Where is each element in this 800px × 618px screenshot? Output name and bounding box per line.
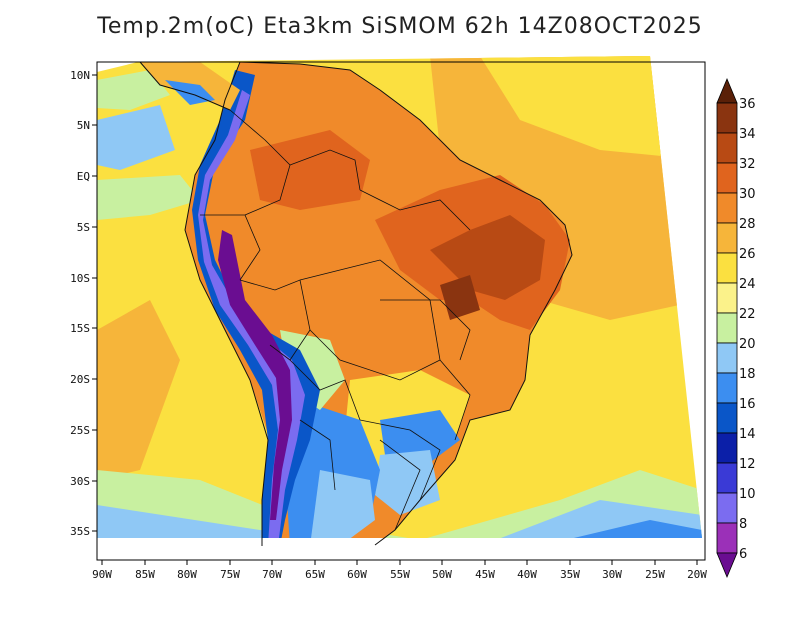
lon-label: 45W bbox=[475, 568, 495, 581]
colorbar-bin bbox=[716, 222, 738, 254]
lon-label: 55W bbox=[390, 568, 410, 581]
lat-label: 30S bbox=[70, 475, 90, 488]
lat-label: 15S bbox=[70, 322, 90, 335]
lon-label: 70W bbox=[262, 568, 282, 581]
colorbar-label: 14 bbox=[739, 427, 756, 442]
lat-label: 10S bbox=[70, 272, 90, 285]
colorbar-label: 16 bbox=[739, 397, 756, 412]
colorbar-label: 18 bbox=[739, 367, 756, 382]
lat-label: 5S bbox=[77, 221, 90, 234]
colorbar-bin bbox=[716, 342, 738, 374]
colorbar-label: 28 bbox=[739, 217, 756, 232]
lon-label: 40W bbox=[517, 568, 537, 581]
colorbar-label: 36 bbox=[739, 97, 756, 112]
colorbar-bin bbox=[716, 432, 738, 464]
coastline-outlines bbox=[139, 61, 573, 546]
colorbar-bin bbox=[716, 402, 738, 434]
lon-label: 85W bbox=[135, 568, 155, 581]
colorbar-bin bbox=[716, 462, 738, 494]
colorbar-bin bbox=[716, 162, 738, 194]
lon-label: 75W bbox=[220, 568, 240, 581]
colorbar-label: 8 bbox=[739, 517, 747, 532]
longitude-axis: 90W 85W 80W 75W 70W 65W 60W 55W 50W 45W … bbox=[92, 560, 707, 581]
colorbar-bin bbox=[716, 372, 738, 404]
lon-label: 90W bbox=[92, 568, 112, 581]
lon-label: 25W bbox=[645, 568, 665, 581]
colorbar-label: 34 bbox=[739, 127, 756, 142]
lon-label: 60W bbox=[347, 568, 367, 581]
lat-label: 20S bbox=[70, 373, 90, 386]
lat-label: EQ bbox=[77, 170, 90, 183]
country-borders bbox=[200, 109, 471, 531]
colorbar-bin bbox=[716, 522, 738, 554]
lat-label: 35S bbox=[70, 525, 90, 538]
colorbar-label: 32 bbox=[739, 157, 756, 172]
lon-label: 50W bbox=[432, 568, 452, 581]
lon-label: 20W bbox=[687, 568, 707, 581]
colorbar-bin bbox=[716, 102, 738, 134]
colorbar-label: 24 bbox=[739, 277, 756, 292]
lat-label: 25S bbox=[70, 424, 90, 437]
colorbar-label: 30 bbox=[739, 187, 756, 202]
colorbar-bin bbox=[716, 252, 738, 284]
colorbar-label: 10 bbox=[739, 487, 756, 502]
colorbar-bin bbox=[716, 492, 738, 524]
colorbar-bin bbox=[716, 282, 738, 314]
colorbar-label: 12 bbox=[739, 457, 756, 472]
map-title: Temp.2m(oC) Eta3km SiSMOM 62h 14Z08OCT20… bbox=[97, 14, 703, 39]
colorbar-bin bbox=[716, 552, 738, 579]
temperature-field bbox=[97, 56, 702, 538]
lon-label: 80W bbox=[177, 568, 197, 581]
colorbar-label: 6 bbox=[739, 547, 747, 562]
colorbar-bin bbox=[716, 312, 738, 344]
lon-label: 35W bbox=[560, 568, 580, 581]
colorbar-label: 20 bbox=[739, 337, 756, 352]
colorbar-bin bbox=[716, 77, 738, 104]
colorbar: 36 34 32 30 28 26 24 22 20 18 16 14 12 10 8 6 bbox=[716, 77, 756, 579]
colorbar-label: 26 bbox=[739, 247, 756, 262]
plot-frame bbox=[96, 61, 706, 561]
colorbar-bin bbox=[716, 192, 738, 224]
latitude-axis: 10N 5N EQ 5S 10S 15S 20S 25S 30S 35S bbox=[70, 69, 97, 538]
lat-label: 10N bbox=[70, 69, 90, 82]
lat-label: 5N bbox=[77, 119, 90, 132]
lon-label: 65W bbox=[305, 568, 325, 581]
colorbar-bin bbox=[716, 132, 738, 164]
colorbar-label: 22 bbox=[739, 307, 756, 322]
lon-label: 30W bbox=[602, 568, 622, 581]
